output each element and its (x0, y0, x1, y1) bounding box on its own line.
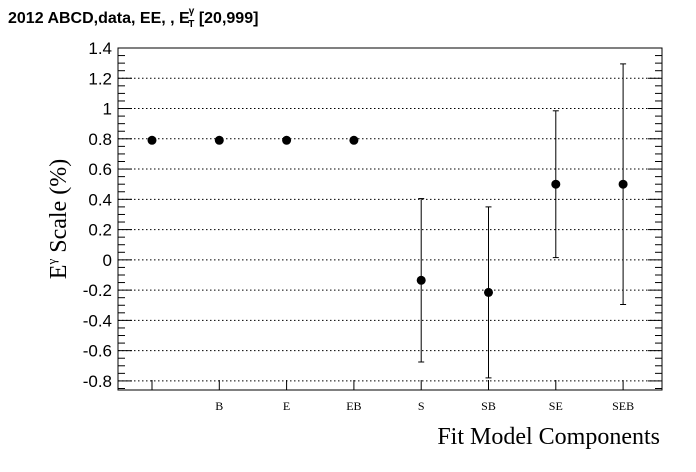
y-axis-label-sup: γ (44, 259, 59, 266)
data-point (618, 179, 628, 189)
data-point (214, 135, 224, 145)
y-axis-label: Eγ Scale (%) (44, 159, 72, 279)
y-tick-label: -0.8 (83, 372, 112, 391)
data-point (484, 287, 493, 297)
data-point (551, 179, 561, 189)
y-tick-label: 0.6 (88, 160, 112, 179)
y-tick-label: 0 (103, 251, 112, 270)
x-tick-label: SB (481, 399, 496, 413)
y-tick-label: -0.6 (83, 342, 112, 361)
data-point (349, 135, 359, 145)
y-tick-label: 0.2 (88, 221, 112, 240)
x-tick-label: SEB (612, 399, 634, 413)
chart-title-sup: γ (188, 6, 195, 17)
chart-title: 2012 ABCD,data, EE, , EγT [20,999] (8, 6, 258, 30)
y-tick-label: 0.4 (88, 190, 112, 209)
data-point (147, 135, 157, 145)
y-tick-label: -0.4 (83, 311, 112, 330)
y-axis-label-rest: Scale (%) (46, 159, 72, 259)
y-axis-label-base: E (46, 265, 72, 280)
y-tick-label: 1.2 (88, 69, 112, 88)
y-tick-label: 0.8 (88, 130, 112, 149)
plot-frame (117, 47, 663, 391)
x-tick-label: S (418, 399, 425, 413)
y-axis: -0.8 -0.6 -0.4 -0.2 0 0.2 0.4 0.6 0.8 1 1.2 1.4 (83, 39, 662, 391)
chart-title-prefix: 2012 ABCD,data, EE, , E (8, 10, 190, 27)
x-tick-label: SE (549, 399, 563, 413)
chart-title-sub: T (188, 19, 195, 30)
x-tick-label: E (283, 399, 290, 413)
y-tick-label: -0.2 (83, 281, 112, 300)
data-points (147, 63, 628, 379)
data-point (416, 275, 426, 285)
x-axis: B E EB S SB SE SEB (151, 380, 634, 413)
y-tick-label: 1 (103, 100, 112, 119)
x-axis-label: Fit Model Components (437, 424, 660, 450)
chart-title-suffix: [20,999] (194, 10, 259, 27)
data-point (282, 135, 292, 145)
x-tick-label: B (215, 399, 223, 413)
x-tick-label: EB (346, 399, 361, 413)
y-tick-label: 1.4 (88, 39, 112, 58)
grid-lines (118, 47, 662, 382)
